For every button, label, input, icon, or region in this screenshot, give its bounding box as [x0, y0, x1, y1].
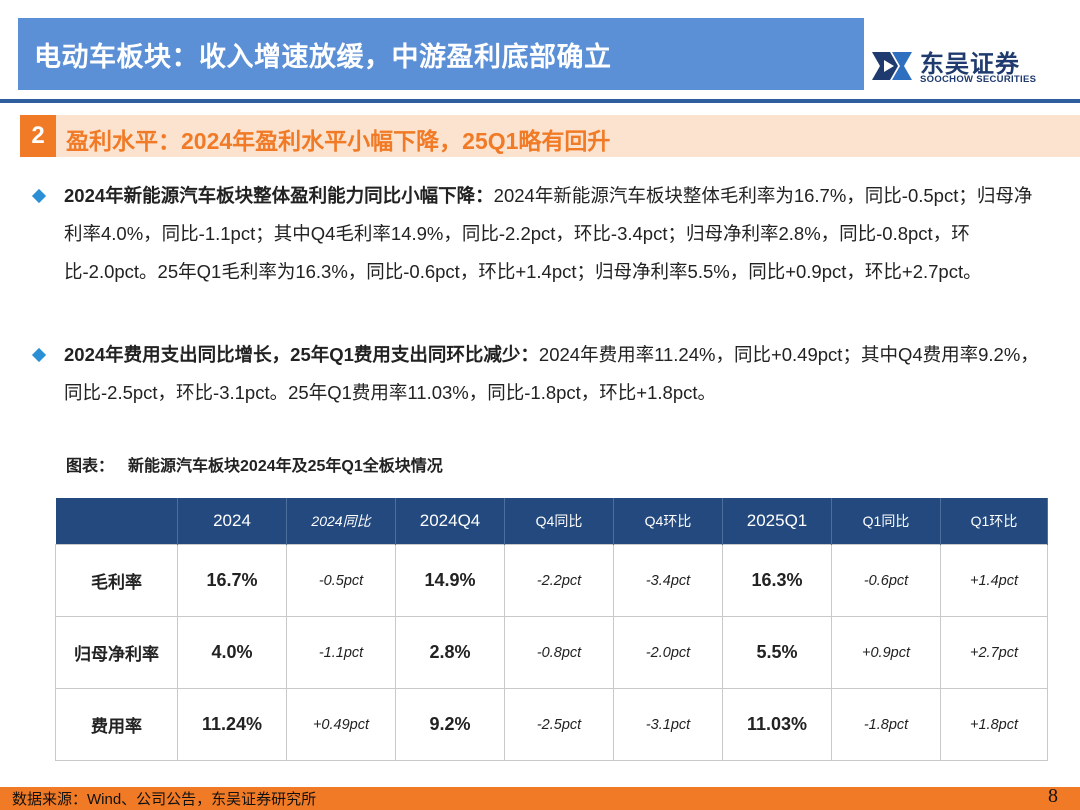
table-cell: 16.7% — [177, 544, 287, 617]
table-header-row: 2024 2024同比 2024Q4 Q4同比 Q4环比 2025Q1 Q1同比… — [55, 498, 1048, 545]
bullet-body: 2024年费用率11.24%，同比+0.49pct；其中Q4费用率9.2%，同比… — [64, 344, 1039, 403]
logo-name-cn: 东吴证券 — [920, 51, 1020, 78]
data-table: 2024 2024同比 2024Q4 Q4同比 Q4环比 2025Q1 Q1同比… — [55, 498, 1048, 761]
table-row: 费用率 11.24% +0.49pct 9.2% -2.5pct -3.1pct… — [55, 688, 1048, 761]
bullet-text: 2024年费用支出同比增长，25年Q1费用支出同环比减少：2024年费用率11.… — [64, 336, 1050, 412]
table-cell: -3.1pct — [613, 688, 723, 761]
table-cell: -3.4pct — [613, 544, 723, 617]
bullet-text: 2024年新能源汽车板块整体盈利能力同比小幅下降：2024年新能源汽车板块整体毛… — [64, 177, 1050, 291]
table-cell: +0.9pct — [831, 616, 941, 689]
table-cell: +1.4pct — [940, 544, 1048, 617]
source-note: 数据来源：Wind、公司公告，东吴证券研究所 — [12, 791, 317, 808]
table-cell: 16.3% — [722, 544, 832, 617]
bullet-lead: 2024年费用支出同比增长，25年Q1费用支出同环比减少： — [64, 344, 539, 365]
table-cell: -1.8pct — [831, 688, 941, 761]
section-number: 2 — [20, 115, 56, 157]
soochow-logo-icon — [872, 52, 912, 80]
table-cell: 9.2% — [395, 688, 505, 761]
row-label: 归母净利率 — [55, 616, 178, 689]
page-number: 8 — [1048, 785, 1058, 807]
header-cell: 2025Q1 — [722, 498, 832, 545]
table-cell: -2.0pct — [613, 616, 723, 689]
caption-title: 新能源汽车板块2024年及25年Q1全板块情况 — [128, 458, 443, 475]
table-cell: 5.5% — [722, 616, 832, 689]
page-title: 电动车板块：收入增速放缓，中游盈利底部确立 — [34, 41, 612, 72]
table-cell: 11.24% — [177, 688, 287, 761]
header-cell: 2024Q4 — [395, 498, 505, 545]
table-row: 毛利率 16.7% -0.5pct 14.9% -2.2pct -3.4pct … — [55, 544, 1048, 617]
header-divider — [0, 99, 1080, 103]
bullet-item: 2024年新能源汽车板块整体盈利能力同比小幅下降：2024年新能源汽车板块整体毛… — [30, 177, 1050, 291]
section-title: 盈利水平：2024年盈利水平小幅下降，25Q1略有回升 — [66, 128, 611, 154]
header-cell: Q4同比 — [504, 498, 614, 545]
table-cell: -0.8pct — [504, 616, 614, 689]
bullet-lead: 2024年新能源汽车板块整体盈利能力同比小幅下降： — [64, 185, 494, 206]
header-cell: Q4环比 — [613, 498, 723, 545]
table-cell: +0.49pct — [286, 688, 396, 761]
diamond-bullet-icon — [31, 188, 47, 204]
caption-label: 图表： — [66, 458, 115, 475]
header-cell: 2024 — [177, 498, 287, 545]
bullet-item: 2024年费用支出同比增长，25年Q1费用支出同环比减少：2024年费用率11.… — [30, 336, 1050, 412]
header-cell: Q1环比 — [940, 498, 1048, 545]
table-cell: 14.9% — [395, 544, 505, 617]
table-cell: -2.5pct — [504, 688, 614, 761]
header-cell — [55, 498, 178, 545]
table-cell: 11.03% — [722, 688, 832, 761]
header-cell: 2024同比 — [286, 498, 396, 545]
section-header: 2 盈利水平：2024年盈利水平小幅下降，25Q1略有回升 — [20, 115, 1080, 157]
table-cell: +1.8pct — [940, 688, 1048, 761]
table-cell: -1.1pct — [286, 616, 396, 689]
table-cell: -0.6pct — [831, 544, 941, 617]
header-cell: Q1同比 — [831, 498, 941, 545]
footer-bar: 数据来源：Wind、公司公告，东吴证券研究所 8 — [0, 785, 1080, 810]
table-cell: 4.0% — [177, 616, 287, 689]
table-cell: 2.8% — [395, 616, 505, 689]
bullet-body: 2024年新能源汽车板块整体毛利率为16.7%，同比-0.5pct；归母净利率4… — [64, 185, 1033, 282]
table-cell: -2.2pct — [504, 544, 614, 617]
table-cell: +2.7pct — [940, 616, 1048, 689]
table-cell: -0.5pct — [286, 544, 396, 617]
table-caption: 图表： 新能源汽车板块2024年及25年Q1全板块情况 — [66, 452, 443, 476]
company-logo: 东吴证券 SOOCHOW SECURITIES — [870, 42, 1070, 92]
row-label: 毛利率 — [55, 544, 178, 617]
title-bar: 电动车板块：收入增速放缓，中游盈利底部确立 — [18, 18, 864, 90]
table-row: 归母净利率 4.0% -1.1pct 2.8% -0.8pct -2.0pct … — [55, 616, 1048, 689]
row-label: 费用率 — [55, 688, 178, 761]
logo-name-en: SOOCHOW SECURITIES — [920, 74, 1037, 85]
diamond-bullet-icon — [31, 347, 47, 363]
